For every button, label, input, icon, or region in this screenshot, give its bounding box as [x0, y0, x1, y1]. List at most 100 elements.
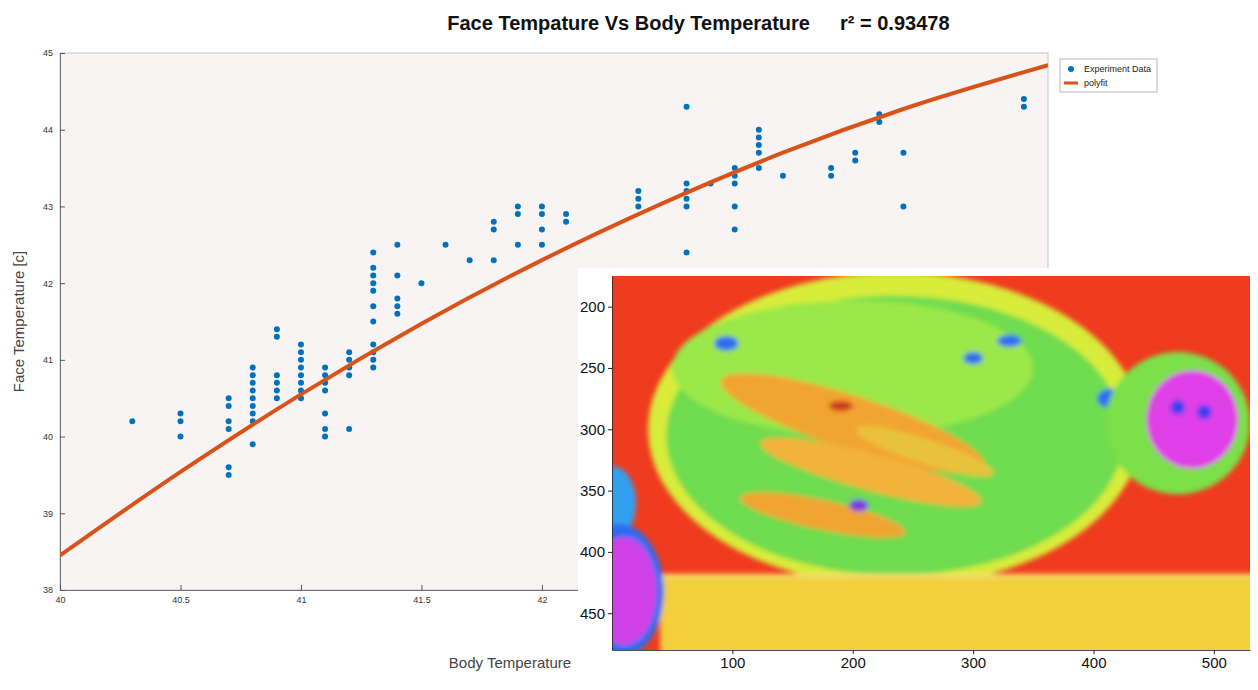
y-axis-tick-label: 43	[43, 202, 53, 212]
inset-y-axis-tick-label: 400	[580, 543, 605, 560]
inset-y-axis-tick-label: 450	[580, 605, 605, 622]
x-axis-title: Body Temperature	[449, 654, 571, 671]
inset-y-axis: 200 250 300 350 400 450	[580, 277, 613, 651]
data-point	[515, 203, 521, 209]
data-point	[635, 203, 641, 209]
data-point	[370, 303, 376, 309]
y-axis-tick-mark	[60, 437, 65, 438]
data-point	[226, 395, 232, 401]
data-point	[250, 365, 256, 371]
data-point	[900, 150, 906, 156]
x-axis-tick-label: 40.5	[172, 595, 190, 605]
y-axis-title: Face Temperature [c]	[10, 251, 27, 392]
data-point	[684, 180, 690, 186]
inset-x-axis-tick: 500	[1202, 650, 1227, 671]
data-point	[684, 104, 690, 110]
thermal-image	[612, 276, 1250, 650]
data-point	[274, 395, 280, 401]
inset-y-axis-tick-label: 350	[580, 482, 605, 499]
y-axis-tick-mark	[60, 590, 65, 591]
data-point	[635, 196, 641, 202]
inset-y-axis-tick-mark	[608, 613, 612, 614]
inset-y-axis-tick-label: 200	[580, 298, 605, 315]
inset-x-axis-tick: 400	[1081, 650, 1106, 671]
inset-y-axis-tick: 250	[580, 359, 612, 376]
data-point	[322, 434, 328, 440]
data-point	[394, 303, 400, 309]
data-point	[177, 418, 183, 424]
data-point	[250, 380, 256, 386]
data-point	[828, 165, 834, 171]
data-point	[394, 311, 400, 317]
inset-y-axis-line	[612, 277, 613, 651]
data-point	[250, 388, 256, 394]
data-point	[684, 196, 690, 202]
data-point	[177, 434, 183, 440]
data-point	[226, 418, 232, 424]
inset-y-axis-tick-mark	[608, 491, 612, 492]
data-point	[370, 288, 376, 294]
y-axis-tick-mark	[60, 513, 65, 514]
data-point	[274, 334, 280, 340]
data-point	[515, 211, 521, 217]
data-point	[370, 342, 376, 348]
y-axis-tick: 44	[43, 125, 65, 135]
data-point	[443, 242, 449, 248]
thermal-region	[964, 352, 983, 364]
legend-box	[1060, 59, 1157, 92]
data-point	[250, 395, 256, 401]
y-axis-tick-label: 40	[43, 432, 53, 442]
inset-y-axis-tick: 450	[580, 605, 612, 622]
y-axis-tick-mark	[60, 53, 65, 54]
data-point	[732, 226, 738, 232]
data-point	[250, 411, 256, 417]
data-point	[756, 134, 762, 140]
data-point	[635, 188, 641, 194]
data-point	[370, 365, 376, 371]
data-point	[852, 157, 858, 163]
thermal-region	[849, 499, 868, 511]
data-point	[394, 272, 400, 278]
data-point	[250, 372, 256, 378]
data-point	[226, 403, 232, 409]
data-point	[129, 418, 135, 424]
y-axis-tick-label: 38	[43, 585, 53, 595]
data-point	[274, 326, 280, 332]
data-point	[563, 211, 569, 217]
data-point	[491, 257, 497, 263]
data-point	[539, 242, 545, 248]
y-axis-tick: 38	[43, 585, 65, 595]
y-axis-line	[60, 54, 61, 591]
data-point	[298, 380, 304, 386]
data-point	[274, 388, 280, 394]
inset-y-axis-tick-label: 300	[580, 421, 605, 438]
x-axis-tick-mark	[421, 585, 422, 590]
data-point	[177, 411, 183, 417]
data-point	[563, 219, 569, 225]
data-point	[732, 203, 738, 209]
data-point	[539, 211, 545, 217]
x-axis-tick-mark	[542, 585, 543, 590]
data-point	[250, 441, 256, 447]
thermal-region	[829, 401, 853, 411]
data-point	[780, 173, 786, 179]
data-point	[828, 173, 834, 179]
y-axis-tick-mark	[60, 283, 65, 284]
x-axis-tick: 40.5	[172, 585, 190, 605]
inset-x-axis-tick-label: 400	[1081, 654, 1106, 671]
inset-y-axis-tick: 350	[580, 482, 612, 499]
data-point	[1021, 104, 1027, 110]
data-point	[322, 411, 328, 417]
inset-y-axis-tick-mark	[608, 429, 612, 430]
data-point	[298, 349, 304, 355]
thermal-region	[666, 296, 1123, 576]
data-point	[539, 226, 545, 232]
inset-y-axis-tick: 400	[580, 543, 612, 560]
data-point	[756, 127, 762, 133]
data-point	[756, 142, 762, 148]
inset-y-axis-tick-mark	[608, 307, 612, 308]
y-axis-tick-mark	[60, 206, 65, 207]
data-point	[226, 464, 232, 470]
data-point	[852, 150, 858, 156]
inset-x-axis-tick: 300	[961, 650, 986, 671]
